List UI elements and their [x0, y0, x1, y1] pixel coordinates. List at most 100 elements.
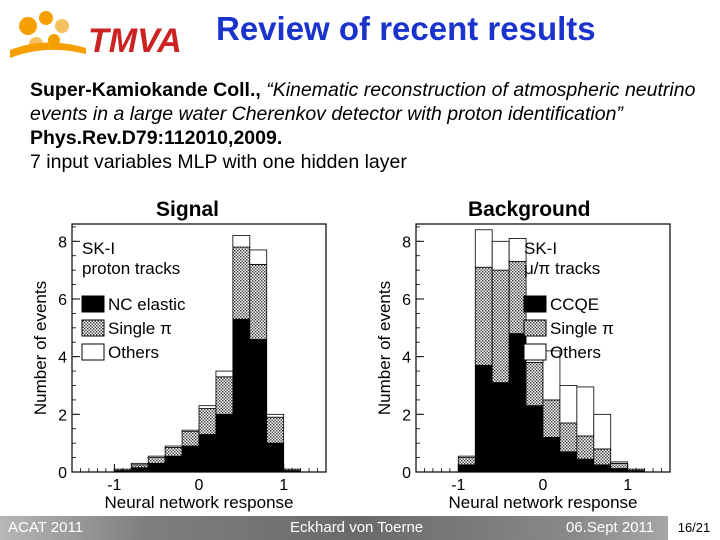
x-axis-label: Neural network response — [449, 493, 638, 512]
legend-entry: NC elastic — [108, 295, 186, 314]
x-tick-label: -1 — [107, 477, 121, 494]
bar-solid-bin-5 — [198, 434, 217, 473]
bar-open-bin-6 — [559, 385, 578, 424]
bar-solid-bin-6 — [215, 413, 234, 473]
legend-entry: Single π — [550, 319, 614, 338]
y-axis-label: Number of events — [31, 281, 50, 415]
bar-hatch-bin-5 — [198, 408, 217, 435]
footer-author: Eckhard von Toerne — [290, 519, 424, 536]
y-axis-label: Number of events — [375, 281, 394, 415]
bar-open-bin-5 — [198, 405, 217, 409]
citation-block: Super-Kamiokande Coll., “Kinematic recon… — [30, 78, 720, 174]
citation-authors: Super-Kamiokande Coll., — [30, 79, 261, 101]
bar-hatch-bin-4 — [525, 362, 544, 407]
legend-swatch-hatch — [81, 319, 105, 337]
bar-open-bin-4 — [181, 429, 200, 433]
legend-title: SK-I — [82, 239, 115, 258]
bar-open-bin-0 — [457, 455, 476, 458]
bar-hatch-bin-9 — [610, 462, 629, 469]
legend-title: μ/π tracks — [524, 259, 600, 278]
logo-graphic — [10, 11, 86, 58]
tmva-logo: TMVA — [10, 11, 182, 60]
x-tick-label: 0 — [195, 477, 204, 494]
bar-solid-bin-1 — [474, 364, 493, 473]
signal-label: Signal — [156, 198, 220, 221]
bar-solid-bin-9 — [266, 442, 285, 473]
bar-open-bin-5 — [542, 350, 561, 401]
footer-date: 06.Sept 2011 — [566, 519, 655, 536]
bar-hatch-bin-7 — [576, 435, 595, 460]
footer: ACAT 2011 Eckhard von Toerne 06.Sept 201… — [0, 516, 720, 540]
mlp-description: 7 input variables MLP with one hidden la… — [30, 151, 407, 173]
bar-hatch-bin-1 — [130, 464, 149, 469]
legend-title: SK-I — [524, 239, 557, 258]
x-tick-label: 1 — [279, 477, 288, 494]
bar-hatch-bin-0 — [457, 457, 476, 466]
legend-entry: Others — [108, 343, 159, 362]
y-tick-label: 2 — [58, 407, 67, 424]
bar-solid-bin-8 — [249, 338, 268, 473]
bar-solid-bin-5 — [542, 436, 561, 473]
bar-open-bin-7 — [576, 386, 595, 437]
bar-hatch-bin-5 — [542, 399, 561, 438]
x-tick-label: 1 — [623, 477, 632, 494]
bar-open-bin-1 — [474, 229, 493, 268]
bar-hatch-bin-4 — [181, 431, 200, 447]
y-tick-label: 4 — [402, 350, 411, 367]
bar-open-bin-8 — [249, 249, 268, 265]
background-label: Background — [468, 198, 591, 221]
y-tick-label: 2 — [402, 407, 411, 424]
bar-hatch-bin-3 — [164, 447, 183, 457]
bar-hatch-bin-2 — [491, 269, 510, 384]
bar-open-bin-2 — [491, 240, 510, 271]
x-tick-label: 0 — [539, 477, 548, 494]
y-tick-label: 4 — [58, 350, 67, 367]
legend-swatch-solid — [523, 295, 547, 313]
bar-open-bin-3 — [164, 445, 183, 448]
legend-title: proton tracks — [82, 259, 180, 278]
bar-solid-bin-4 — [525, 405, 544, 473]
bar-hatch-bin-1 — [474, 266, 493, 366]
logo-text: TMVA — [88, 22, 182, 60]
bar-hatch-bin-9 — [266, 416, 285, 444]
footer-conference: ACAT 2011 — [8, 519, 84, 536]
bar-hatch-bin-8 — [249, 263, 268, 340]
bar-open-bin-1 — [130, 462, 149, 466]
bar-solid-bin-7 — [232, 318, 251, 473]
bar-open-bin-6 — [215, 370, 234, 378]
bar-hatch-bin-2 — [147, 457, 166, 464]
bar-open-bin-9 — [610, 461, 629, 464]
legend-swatch-open — [523, 343, 547, 361]
y-tick-label: 0 — [58, 465, 67, 482]
citation-title: “Kinematic reconstruction of atmospheric… — [30, 79, 696, 125]
legend-entry: CCQE — [550, 295, 599, 314]
bar-open-bin-2 — [147, 455, 166, 458]
bar-open-bin-9 — [266, 413, 285, 418]
legend-entry: Single π — [108, 319, 172, 338]
citation-journal: Phys.Rev.D79:112010,2009. — [30, 127, 283, 149]
bar-open-bin-3 — [508, 238, 527, 262]
footer-bar — [0, 516, 720, 540]
bar-hatch-bin-8 — [593, 448, 612, 466]
slide-title: Review of recent results — [216, 10, 596, 47]
legend-swatch-open — [81, 343, 105, 361]
x-tick-label: -1 — [451, 477, 465, 494]
bar-open-bin-7 — [232, 235, 251, 248]
legend-swatch-hatch — [523, 319, 547, 337]
legend-swatch-solid — [81, 295, 105, 313]
legend-entry: Others — [550, 343, 601, 362]
bar-hatch-bin-7 — [232, 246, 251, 320]
y-tick-label: 8 — [58, 234, 67, 251]
bar-open-bin-8 — [593, 413, 612, 450]
legend: SK-Iμ/π tracks CCQE Single π Others — [523, 239, 614, 362]
bar-hatch-bin-6 — [559, 422, 578, 453]
y-tick-label: 6 — [58, 292, 67, 309]
bar-hatch-bin-6 — [215, 376, 234, 415]
y-tick-label: 8 — [402, 234, 411, 251]
y-tick-label: 0 — [402, 465, 411, 482]
y-tick-label: 6 — [402, 292, 411, 309]
page-number: 16/21 — [668, 516, 720, 540]
